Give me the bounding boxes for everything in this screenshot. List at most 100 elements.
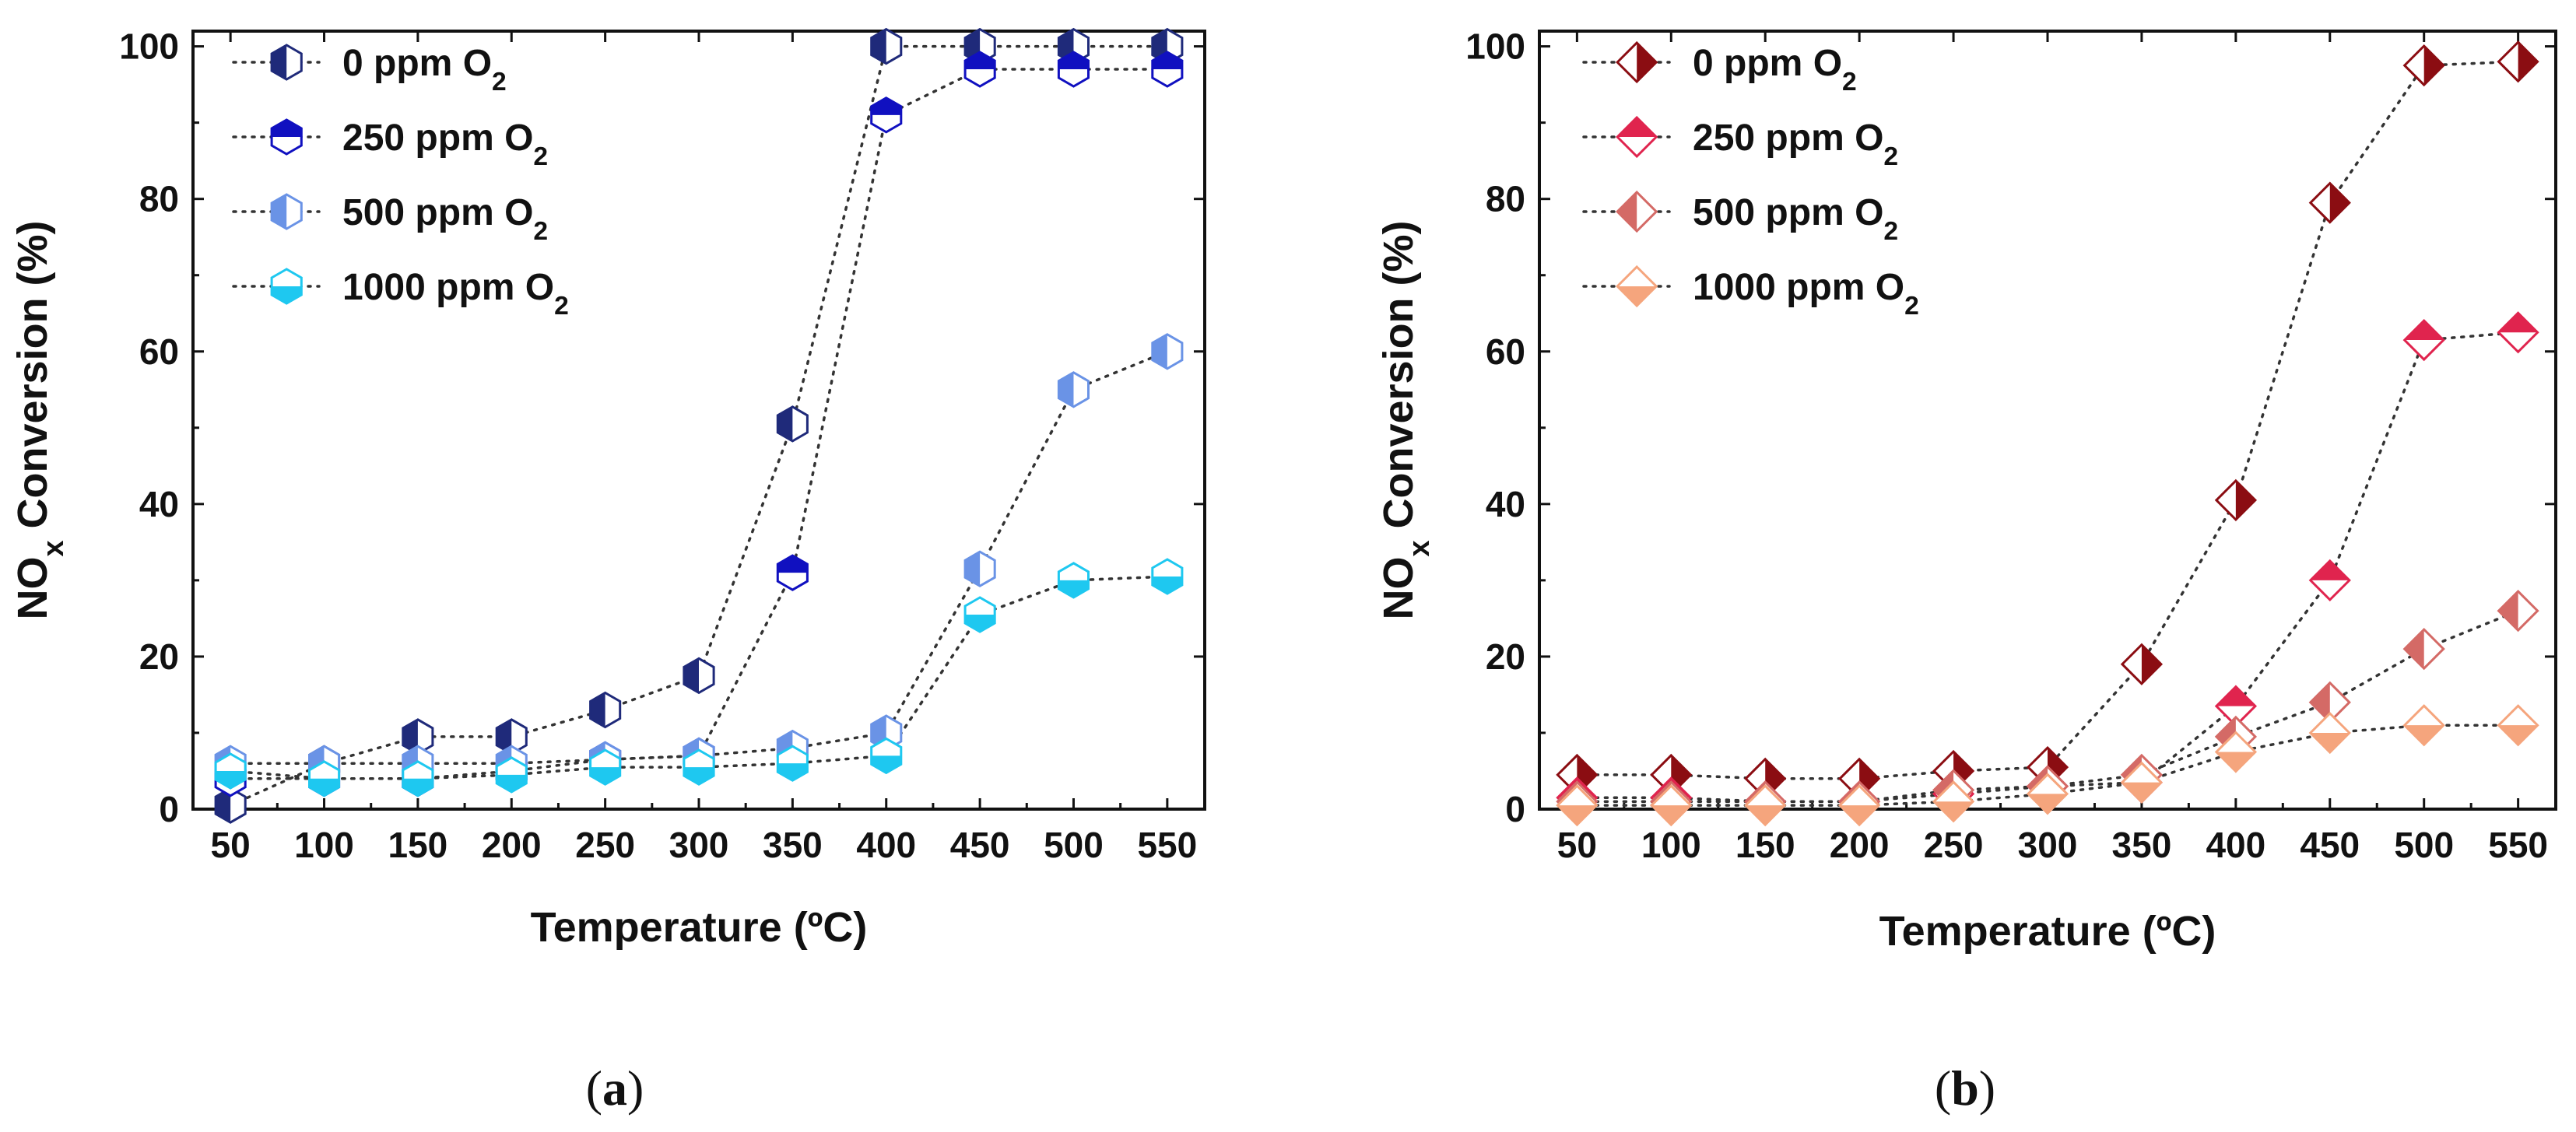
marker-outline bbox=[1151, 558, 1184, 595]
marker-outline bbox=[214, 752, 247, 790]
legend-marker bbox=[270, 44, 303, 81]
marker-outline bbox=[2308, 181, 2351, 224]
legend-label-sub: 2 bbox=[1883, 217, 1898, 246]
marker-outline bbox=[2497, 704, 2539, 747]
panel-caption-open: ( bbox=[1935, 1060, 1951, 1116]
data-point bbox=[2120, 643, 2164, 685]
legend-label-main: 500 ppm O bbox=[1693, 192, 1883, 233]
marker-fill bbox=[2141, 644, 2161, 684]
data-point bbox=[1556, 783, 1599, 827]
marker-outline bbox=[1616, 40, 1658, 84]
marker-outline bbox=[2402, 318, 2445, 362]
x-tick-label: 50 bbox=[211, 825, 251, 865]
data-point bbox=[2497, 40, 2539, 83]
x-tick-label: 300 bbox=[2018, 825, 2078, 865]
marker-outline bbox=[1616, 190, 1658, 233]
marker-outline bbox=[589, 748, 622, 786]
marker-outline bbox=[2402, 44, 2445, 87]
x-tick-label: 550 bbox=[1137, 825, 1197, 865]
data-point bbox=[402, 718, 434, 755]
marker-outline bbox=[1151, 333, 1184, 370]
y-axis-label-rest: Conversion (%) bbox=[1375, 220, 1422, 540]
x-tick-label: 500 bbox=[2394, 825, 2454, 865]
legend-label-main: 250 ppm O bbox=[342, 117, 533, 159]
marker-fill bbox=[2498, 725, 2538, 745]
legend-label: 0 ppm O2 bbox=[342, 43, 507, 96]
marker-outline bbox=[270, 193, 303, 230]
legend-label-main: 250 ppm O bbox=[1693, 117, 1883, 159]
data-point bbox=[1151, 558, 1184, 595]
data-point bbox=[1151, 51, 1184, 88]
x-tick-label: 100 bbox=[1641, 825, 1701, 865]
data-point bbox=[776, 745, 809, 782]
marker-fill bbox=[272, 195, 287, 229]
marker-outline bbox=[2120, 761, 2164, 804]
y-tick-label: 0 bbox=[159, 789, 179, 829]
marker-fill bbox=[2498, 591, 2518, 631]
legend-label: 250 ppm O2 bbox=[342, 117, 548, 171]
x-tick-label: 350 bbox=[2112, 825, 2172, 865]
legend-label-sub: 2 bbox=[533, 217, 548, 246]
panel-caption-open: ( bbox=[586, 1060, 602, 1116]
data-point bbox=[1932, 780, 1975, 823]
data-point bbox=[2026, 773, 2069, 815]
marker-fill bbox=[2498, 313, 2538, 333]
marker-outline bbox=[683, 657, 715, 695]
marker-fill bbox=[590, 692, 605, 727]
marker-outline bbox=[495, 756, 528, 794]
x-tick-label: 250 bbox=[1924, 825, 1984, 865]
data-point bbox=[402, 760, 434, 797]
marker-outline bbox=[1616, 115, 1658, 159]
x-tick-label: 400 bbox=[856, 825, 916, 865]
legend-label-main: 0 ppm O bbox=[342, 43, 492, 84]
marker-fill bbox=[1617, 192, 1637, 231]
marker-fill bbox=[1651, 805, 1691, 825]
legend-label-main: 0 ppm O bbox=[1693, 43, 1842, 84]
y-tick-label: 80 bbox=[139, 179, 179, 219]
marker-fill bbox=[777, 406, 793, 441]
legend-marker bbox=[270, 268, 303, 305]
data-point bbox=[2402, 704, 2445, 747]
marker-outline bbox=[2402, 627, 2445, 671]
data-point bbox=[2497, 589, 2539, 633]
legend-marker bbox=[1616, 40, 1658, 84]
marker-outline bbox=[1932, 780, 1975, 823]
series-line-2 bbox=[1575, 331, 2520, 803]
marker-fill bbox=[2216, 686, 2255, 706]
data-point bbox=[870, 96, 903, 134]
y-tick-label: 40 bbox=[139, 484, 179, 524]
marker-fill bbox=[1058, 372, 1074, 407]
marker-fill bbox=[2122, 782, 2161, 802]
marker-fill bbox=[402, 719, 418, 754]
data-point bbox=[214, 787, 247, 824]
marker-outline bbox=[2497, 40, 2539, 83]
legend-label-sub: 2 bbox=[1883, 142, 1898, 171]
y-tick-label: 100 bbox=[1465, 26, 1525, 67]
data-point bbox=[776, 405, 809, 443]
panel-a: 50 100 150 200 250 300 350 400 450 500 550 0 20 40 60 8… bbox=[9, 26, 1206, 1116]
marker-fill bbox=[497, 719, 512, 754]
data-point bbox=[2497, 311, 2539, 354]
x-tick-label: 450 bbox=[950, 825, 1010, 865]
legend-marker bbox=[1616, 190, 1658, 233]
data-point bbox=[2308, 559, 2351, 602]
data-point bbox=[963, 596, 996, 633]
plot-frame bbox=[1538, 30, 2557, 811]
legend-label: 0 ppm O2 bbox=[1693, 43, 1857, 96]
marker-outline bbox=[2026, 773, 2069, 815]
y-tick-label: 80 bbox=[1486, 179, 1525, 219]
marker-fill bbox=[2404, 321, 2444, 341]
marker-fill bbox=[2404, 725, 2444, 745]
x-tick-label: 250 bbox=[575, 825, 635, 865]
legend-label-main: 1000 ppm O bbox=[1693, 267, 1904, 308]
data-point bbox=[2214, 478, 2258, 522]
x-tick-label: 400 bbox=[2206, 825, 2265, 865]
data-point bbox=[1057, 371, 1090, 408]
data-point bbox=[1837, 783, 1881, 827]
x-axis-label: Temperature (ºC) bbox=[1879, 908, 2216, 955]
marker-outline bbox=[2214, 478, 2258, 522]
data-point bbox=[2214, 731, 2258, 773]
marker-fill bbox=[1617, 286, 1657, 306]
y-tick-label: 40 bbox=[1486, 484, 1525, 524]
